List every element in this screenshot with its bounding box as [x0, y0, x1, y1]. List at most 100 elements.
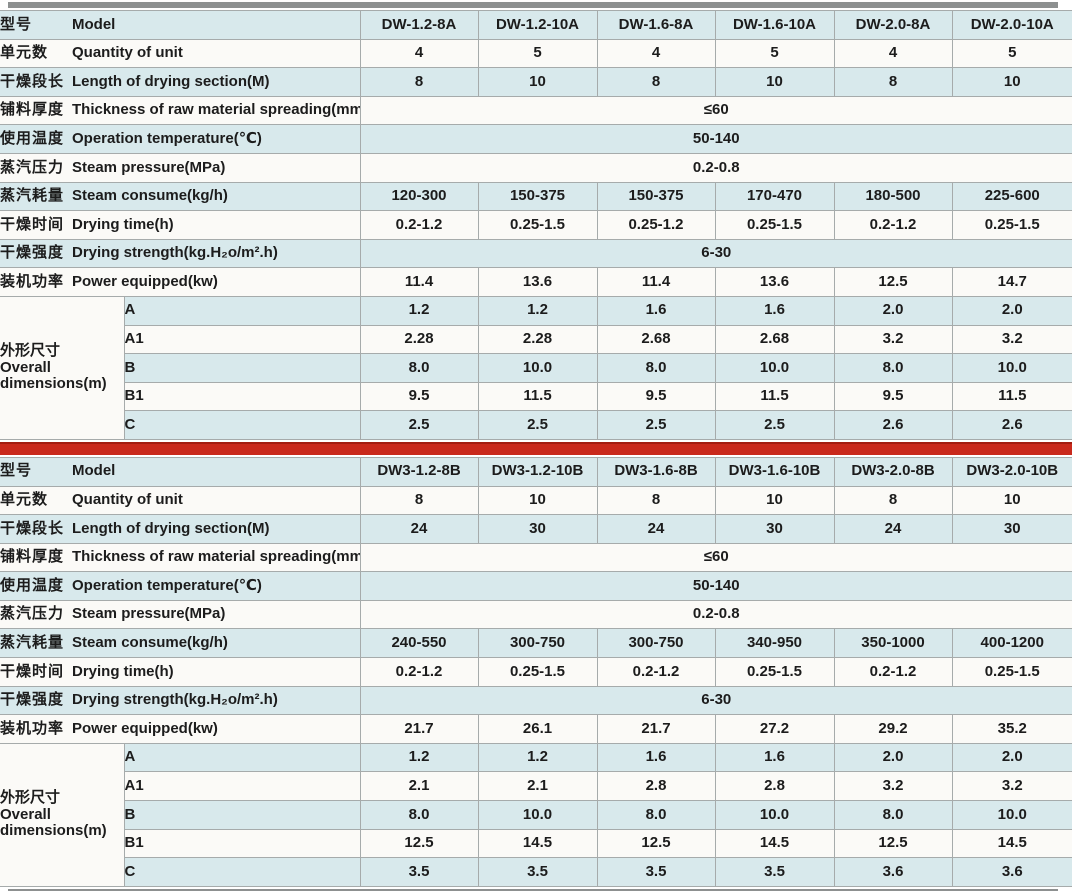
value-cell: 400-1200 [951, 628, 1072, 659]
row-label-english: Thickness of raw material spreading(mm) [72, 548, 360, 566]
value-cell: 11.4 [359, 267, 479, 297]
row-label-chinese: 干燥段长 [0, 519, 65, 537]
model-name-cell: DW-2.0-8A [833, 10, 953, 40]
red-separator-bar [0, 441, 1072, 455]
table-row: 干燥强度 Drying strength(kg.H₂o/m².h) 6-30 [0, 685, 1072, 716]
dimension-key-cell: B [124, 800, 361, 830]
value-cell: 30 [714, 514, 835, 544]
value-cell: 21.7 [359, 714, 479, 744]
value-cell: 300-750 [477, 628, 598, 659]
value-cell: 8 [359, 485, 479, 516]
row-label-english: Model [72, 15, 116, 33]
value-cell: 12.5 [833, 267, 953, 297]
model-name-cell: DW-2.0-10A [951, 10, 1072, 40]
value-cell: 300-750 [596, 628, 716, 659]
merged-value-cell: 6-30 [359, 685, 1072, 716]
bottom-divider-bar [8, 888, 1058, 891]
top-divider-bar [8, 2, 1058, 8]
row-label-chinese: 铺料厚度 [0, 548, 65, 566]
table-row: 蒸汽耗量 Steam consume(kg/h) 120-300 150-375 150… [0, 181, 1072, 212]
row-label-chinese: 装机功率 [0, 272, 65, 290]
row-label-english: Operation temperature(℃) [72, 129, 262, 147]
value-cell: 3.6 [833, 857, 953, 887]
value-cell: 30 [477, 514, 598, 544]
row-label-chinese: 干燥时间 [0, 215, 65, 233]
model-name-cell: DW3-1.2-8B [359, 456, 479, 487]
row-label-cell: 干燥时间 Drying time(h) [0, 657, 361, 687]
table-row: 装机功率 Power equipped(kw) 21.7 26.1 21.7 27.2 29… [0, 714, 1072, 744]
row-label-cell: 型号 Model [0, 10, 361, 40]
table-row: C 3.5 3.5 3.5 3.5 3.6 3.6 [0, 857, 1072, 887]
value-cell: 1.2 [477, 742, 598, 773]
table-row: B 8.0 10.0 8.0 10.0 8.0 10.0 [0, 353, 1072, 383]
table-row: 单元数 Quantity of unit 8 10 8 10 8 10 [0, 485, 1072, 516]
dimension-key-cell: C [124, 410, 361, 440]
row-label-cell: 蒸汽耗量 Steam consume(kg/h) [0, 181, 361, 212]
dimension-key-cell: B1 [124, 828, 361, 859]
value-cell: 9.5 [596, 381, 716, 412]
value-cell: 2.5 [596, 410, 716, 440]
merged-value-cell: 0.2-0.8 [359, 599, 1072, 630]
dimension-key-cell: C [124, 857, 361, 887]
value-cell: 14.5 [477, 828, 598, 859]
value-cell: 24 [359, 514, 479, 544]
value-cell: 8 [359, 67, 479, 97]
row-label-english: Power equipped(kw) [72, 719, 218, 737]
value-cell: 14.5 [951, 828, 1072, 859]
row-label-cell: 蒸汽压力 Steam pressure(MPa) [0, 152, 361, 183]
value-cell: 10 [477, 67, 598, 97]
value-cell: 2.0 [951, 295, 1072, 326]
value-cell: 150-375 [477, 181, 598, 212]
spec-table-series-b: 型号 Model DW3-1.2-8B DW3-1.2-10B DW3-1.6-8B DW… [0, 456, 1072, 887]
value-cell: 9.5 [833, 381, 953, 412]
dimension-key-cell: B1 [124, 381, 361, 412]
row-label-english: Steam pressure(MPa) [72, 605, 226, 623]
value-cell: 10 [477, 485, 598, 516]
value-cell: 12.5 [359, 828, 479, 859]
row-label-english: Power equipped(kw) [72, 272, 218, 290]
value-cell: 11.4 [596, 267, 716, 297]
table-row: 干燥时间 Drying time(h) 0.2-1.2 0.25-1.5 0.25-1.… [0, 210, 1072, 240]
value-cell: 3.2 [951, 324, 1072, 355]
value-cell: 2.5 [714, 410, 835, 440]
table-row: 蒸汽耗量 Steam consume(kg/h) 240-550 300-750 300… [0, 628, 1072, 659]
value-cell: 2.0 [833, 742, 953, 773]
value-cell: 11.5 [477, 381, 598, 412]
value-cell: 3.5 [359, 857, 479, 887]
spec-table-b-body: 型号 Model DW3-1.2-8B DW3-1.2-10B DW3-1.6-8B DW… [0, 456, 1072, 887]
dimension-key-cell: A1 [124, 771, 361, 802]
model-name-cell: DW3-1.6-8B [596, 456, 716, 487]
value-cell: 35.2 [951, 714, 1072, 744]
row-label-cell: 型号 Model [0, 456, 361, 487]
value-cell: 8.0 [833, 800, 953, 830]
value-cell: 10.0 [477, 800, 598, 830]
value-cell: 1.2 [477, 295, 598, 326]
overall-dimensions-label-cell: 外形尺寸 Overall dimensions(m) [0, 295, 125, 440]
value-cell: 0.2-1.2 [359, 657, 479, 687]
value-cell: 2.0 [833, 295, 953, 326]
table-row: 型号 Model DW-1.2-8A DW-1.2-10A DW-1.6-8A DW-1.… [0, 10, 1072, 40]
value-cell: 0.25-1.5 [477, 657, 598, 687]
row-label-cell: 单元数 Quantity of unit [0, 485, 361, 516]
overall-dimensions-english-line1: Overall [0, 358, 51, 376]
value-cell: 8 [833, 67, 953, 97]
value-cell: 14.5 [714, 828, 835, 859]
row-label-cell: 蒸汽压力 Steam pressure(MPa) [0, 599, 361, 630]
value-cell: 2.68 [714, 324, 835, 355]
value-cell: 2.6 [951, 410, 1072, 440]
dimension-key-cell: A [123, 295, 361, 326]
row-label-chinese: 装机功率 [0, 719, 65, 737]
row-label-cell: 使用温度 Operation temperature(℃) [0, 571, 361, 601]
row-label-english: Drying strength(kg.H₂o/m².h) [72, 244, 278, 262]
row-label-chinese: 蒸汽压力 [0, 605, 65, 623]
row-label-english: Drying time(h) [72, 662, 174, 680]
value-cell: 1.6 [596, 742, 716, 773]
value-cell: 30 [951, 514, 1072, 544]
row-label-cell: 铺料厚度 Thickness of raw material spreading(… [0, 542, 361, 573]
value-cell: 10.0 [951, 800, 1072, 830]
row-label-english: Quantity of unit [72, 491, 183, 509]
row-label-english: Steam pressure(MPa) [72, 158, 226, 176]
merged-value-cell: 50-140 [359, 124, 1072, 154]
value-cell: 12.5 [596, 828, 716, 859]
